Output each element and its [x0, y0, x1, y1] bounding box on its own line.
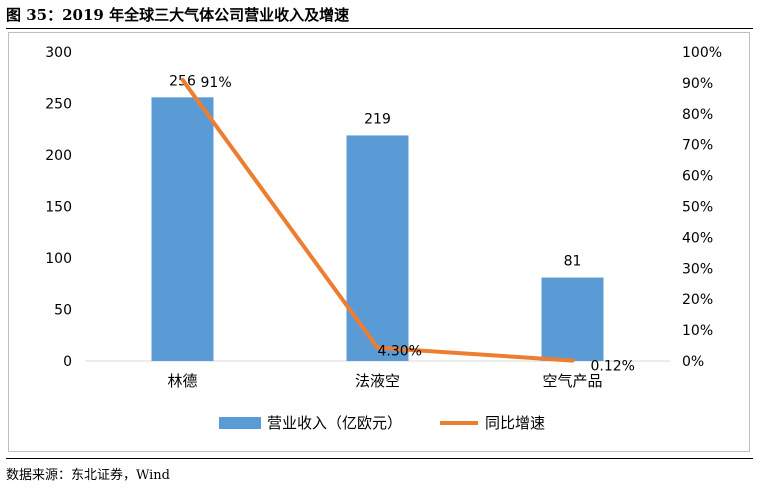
- left-axis-tick-label: 300: [45, 45, 72, 61]
- figure-title: 图 35：2019 年全球三大气体公司营业收入及增速: [6, 6, 350, 24]
- line-data-label: 0.12%: [591, 359, 635, 375]
- legend-label-line: 同比增速: [485, 414, 545, 432]
- bar-data-label: 219: [364, 111, 391, 127]
- left-axis-tick-label: 250: [45, 97, 72, 113]
- growth-line: [180, 77, 575, 363]
- legend-swatch-bar: [219, 417, 261, 429]
- bar-series: [151, 97, 604, 361]
- line-series: [180, 77, 575, 363]
- right-axis-tick-label: 100%: [682, 45, 722, 61]
- line-data-label: 91%: [201, 75, 232, 91]
- left-axis-tick-label: 150: [45, 200, 72, 216]
- left-axis-tick-label: 0: [63, 354, 72, 370]
- right-axis-tick-label: 50%: [682, 200, 713, 216]
- right-axis-tick-label: 10%: [682, 323, 713, 339]
- bar: [541, 277, 604, 361]
- source-rule: [6, 458, 753, 459]
- right-axis-tick-label: 0%: [682, 354, 704, 370]
- right-axis-tick-label: 90%: [682, 76, 713, 92]
- title-rule: [6, 28, 753, 29]
- chart-frame: [8, 32, 750, 452]
- right-axis-tick-label: 30%: [682, 261, 713, 277]
- right-axis-tick-label: 20%: [682, 292, 713, 308]
- left-axis: 0 50 100 150 200 250 300: [45, 45, 72, 370]
- left-axis-tick-label: 50: [54, 303, 72, 319]
- right-axis-tick-label: 70%: [682, 138, 713, 154]
- right-axis-tick-label: 40%: [682, 230, 713, 246]
- left-axis-tick-label: 100: [45, 251, 72, 267]
- category-label: 空气产品: [542, 372, 602, 390]
- left-axis-tick-label: 200: [45, 148, 72, 164]
- right-axis-tick-label: 80%: [682, 107, 713, 123]
- line-data-labels: 91% 4.30% 0.12%: [201, 75, 635, 375]
- source-note: 数据来源：东北证券，Wind: [6, 468, 170, 483]
- category-label: 法液空: [355, 372, 400, 390]
- bar-data-label: 81: [564, 254, 582, 270]
- right-axis-tick-label: 60%: [682, 169, 713, 185]
- category-label: 林德: [167, 372, 197, 390]
- category-labels: 林德 法液空 空气产品: [167, 372, 602, 390]
- chart-canvas: 0 50 100 150 200 250 300 0% 10% 20% 30% 40% 50% 60% 7…: [45, 45, 722, 432]
- bar: [346, 135, 409, 361]
- legend-label-bar: 营业收入（亿欧元）: [267, 414, 402, 432]
- bar: [151, 97, 214, 361]
- legend: 营业收入（亿欧元） 同比增速: [219, 414, 545, 432]
- right-axis: 0% 10% 20% 30% 40% 50% 60% 70% 80% 90% 100%: [682, 45, 722, 370]
- line-data-label: 4.30%: [378, 344, 422, 360]
